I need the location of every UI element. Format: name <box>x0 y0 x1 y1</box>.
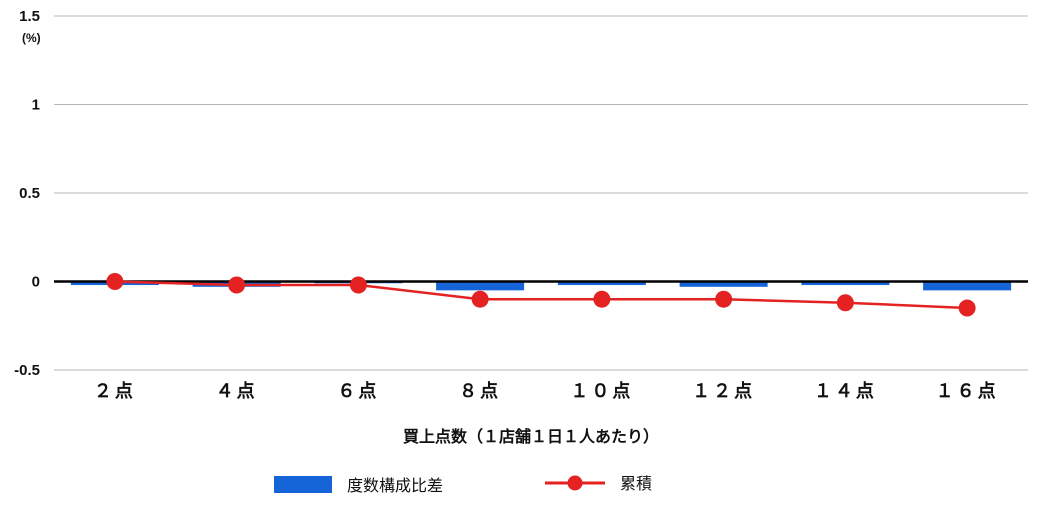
y-tick-label: 1 <box>32 97 40 114</box>
bar-series <box>70 281 1012 291</box>
x-tick-label: ４点 <box>216 380 258 401</box>
x-axis-label: 買上点数（１店舗１日１人あたり） <box>403 427 659 446</box>
y-axis-ticks: 1.5 1 0.5 0 -0.5 <box>14 8 40 379</box>
line-point <box>836 294 854 312</box>
line-point <box>593 290 611 308</box>
legend-line-marker <box>567 475 583 491</box>
x-tick-label: １４点 <box>814 380 877 401</box>
x-tick-label: ８点 <box>459 380 501 401</box>
y-tick-label: 1.5 <box>19 8 40 25</box>
x-tick-label: １２点 <box>692 380 755 401</box>
bar <box>436 281 525 291</box>
line-point <box>715 290 733 308</box>
line-point <box>349 276 367 294</box>
x-tick-label: ６点 <box>337 380 379 401</box>
legend-bar-swatch <box>274 476 332 493</box>
x-axis-ticks: ２点 ４点 ６点 ８点 １０点 １２点 １４点 １６点 <box>94 380 999 401</box>
y-tick-label: 0.5 <box>19 185 40 202</box>
y-axis-unit: (%) <box>22 31 41 45</box>
line-point <box>106 273 124 290</box>
legend-item-line: 累積 <box>545 475 652 493</box>
x-tick-label: １０点 <box>570 380 633 401</box>
x-tick-label: ２点 <box>94 380 136 401</box>
bar <box>923 281 1012 291</box>
bar <box>679 281 768 287</box>
line-point <box>228 276 246 294</box>
line-point <box>471 290 489 308</box>
legend-bar-label: 度数構成比差 <box>347 477 443 495</box>
gridlines <box>54 15 1028 371</box>
line-point <box>958 299 976 317</box>
series-line <box>114 280 968 310</box>
line-series <box>106 273 976 317</box>
x-tick-label: １６点 <box>936 380 999 401</box>
legend-line-label: 累積 <box>620 475 652 493</box>
y-tick-label: -0.5 <box>14 362 40 379</box>
legend: 度数構成比差 累積 <box>274 475 652 495</box>
bar <box>557 281 646 286</box>
y-tick-label: 0 <box>32 274 40 291</box>
bar <box>801 281 890 286</box>
legend-item-bar: 度数構成比差 <box>274 476 443 495</box>
